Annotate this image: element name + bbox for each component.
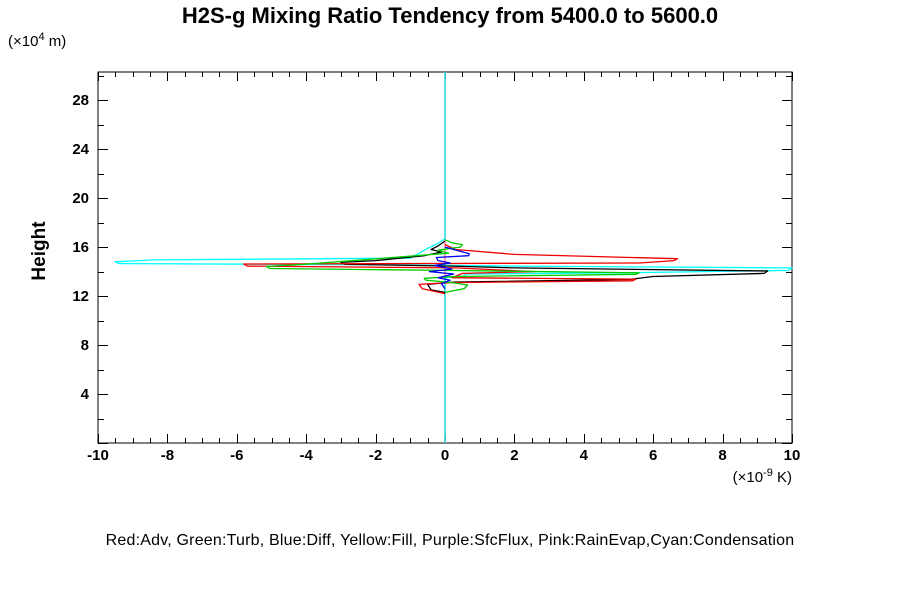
series-diff: [428, 246, 470, 290]
y-tick-label: 4: [81, 386, 90, 403]
color-legend: Red:Adv, Green:Turb, Blue:Diff, Yellow:F…: [105, 532, 795, 549]
x-tick-label: 8: [718, 447, 726, 464]
series-turb: [265, 239, 640, 294]
chart-title: H2S-g Mixing Ratio Tendency from 5400.0 …: [181, 3, 719, 28]
x-tick-label: 2: [510, 447, 518, 464]
x-tick-label: -10: [87, 447, 109, 464]
x-axis-unit-label: (×10-9 K): [0, 467, 792, 486]
x-unit-exponent: -9: [763, 467, 773, 479]
x-unit-prefix: (×10: [732, 469, 764, 486]
y-unit-exponent: 4: [38, 31, 45, 43]
x-tick-label: -8: [161, 447, 174, 464]
y-unit-suffix: m): [44, 33, 67, 50]
y-tick-label: 16: [72, 239, 89, 256]
y-tick-label: 24: [72, 141, 89, 158]
y-tick-label: 8: [81, 337, 89, 354]
x-tick-label: 10: [784, 447, 801, 464]
x-tick-label: -6: [230, 447, 243, 464]
x-tick-label: 6: [649, 447, 657, 464]
x-tick-label: 4: [580, 447, 589, 464]
y-axis-unit-label: (×104 m): [8, 31, 66, 50]
y-unit-prefix: (×10: [8, 33, 39, 50]
y-tick-label: 20: [72, 190, 89, 207]
y-tick-label: 12: [72, 288, 89, 305]
x-unit-suffix: K): [772, 469, 792, 486]
x-tick-label: -2: [369, 447, 382, 464]
x-tick-label: -4: [300, 447, 314, 464]
x-tick-label: 0: [441, 447, 449, 464]
series-condensation: [114, 72, 793, 443]
y-tick-label: 28: [72, 92, 89, 109]
